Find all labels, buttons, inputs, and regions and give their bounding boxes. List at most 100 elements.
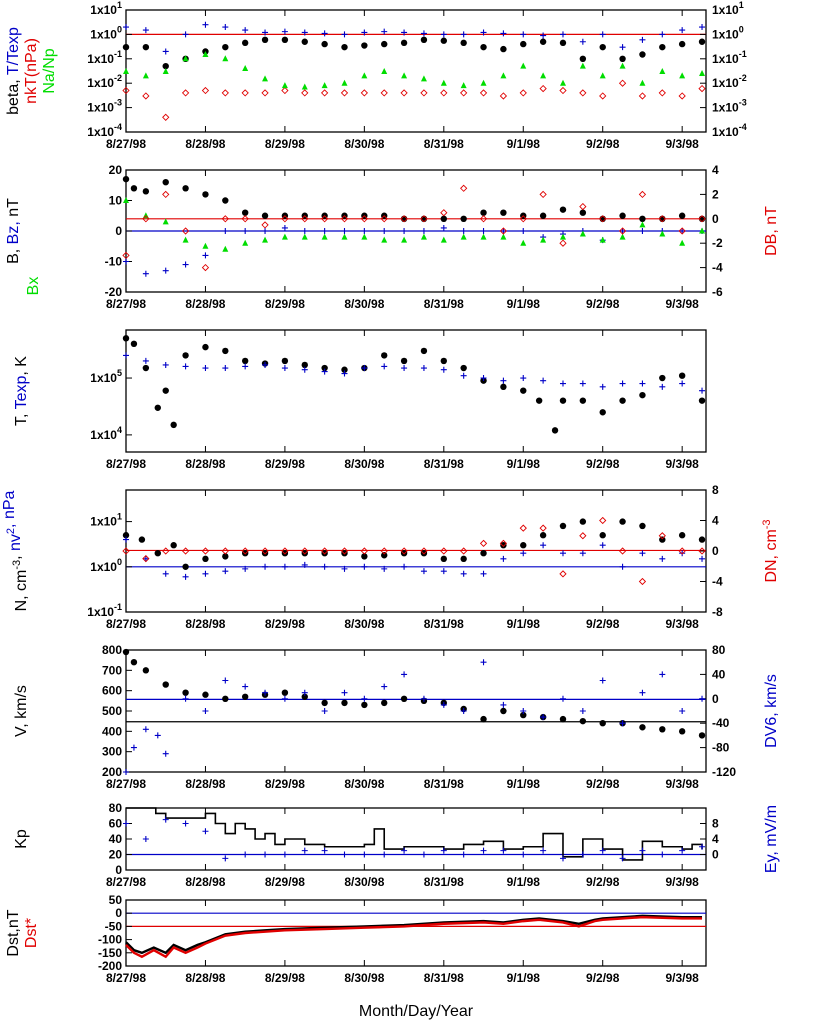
data-point bbox=[579, 717, 587, 725]
data-point bbox=[301, 549, 308, 557]
y-tick-label: 20 bbox=[109, 163, 123, 177]
data-point bbox=[162, 547, 170, 555]
y-tick-label: 1x100 bbox=[90, 557, 122, 574]
data-point bbox=[162, 190, 170, 199]
x-tick-label: 8/31/98 bbox=[424, 777, 464, 791]
data-point bbox=[440, 236, 447, 243]
data-point bbox=[659, 374, 666, 382]
y-tick-label-right: -8 bbox=[712, 605, 723, 619]
y-axis-label-3: Bx bbox=[25, 277, 42, 296]
data-point bbox=[599, 847, 606, 854]
data-point bbox=[539, 532, 547, 539]
y-tick-label-right: -120 bbox=[712, 765, 736, 779]
y-tick-label: -50 bbox=[105, 919, 123, 933]
data-point bbox=[619, 228, 626, 234]
data-point bbox=[679, 27, 686, 34]
data-point bbox=[281, 549, 289, 557]
data-point bbox=[639, 724, 646, 731]
x-tick-label: 8/28/98 bbox=[185, 137, 225, 151]
x-tick-label: 8/27/98 bbox=[106, 137, 146, 151]
series-red bbox=[122, 516, 706, 586]
data-point bbox=[261, 547, 269, 555]
data-point bbox=[400, 39, 408, 47]
x-tick-label: 8/30/98 bbox=[344, 457, 384, 471]
data-point bbox=[420, 215, 428, 223]
data-point bbox=[301, 547, 309, 555]
data-point bbox=[659, 726, 666, 733]
data-point bbox=[460, 570, 467, 577]
data-point bbox=[619, 518, 626, 525]
data-point bbox=[138, 536, 146, 543]
data-point bbox=[242, 65, 249, 72]
x-tick-label: 8/29/98 bbox=[265, 297, 305, 311]
data-point bbox=[540, 847, 547, 854]
x-tick-label: 8/30/98 bbox=[344, 297, 384, 311]
data-point bbox=[361, 29, 368, 36]
data-point bbox=[361, 695, 368, 702]
data-point bbox=[699, 227, 706, 234]
data-point bbox=[639, 79, 646, 86]
y-tick-label: 500 bbox=[102, 704, 122, 718]
data-point bbox=[535, 397, 543, 404]
data-point bbox=[520, 228, 527, 234]
data-point bbox=[658, 89, 666, 97]
y-tick-label: 1x10-3 bbox=[87, 98, 122, 115]
data-point bbox=[381, 683, 388, 690]
data-point bbox=[480, 549, 487, 557]
y-axis-label: Dst,nT bbox=[5, 909, 22, 956]
data-point bbox=[202, 21, 209, 28]
data-point bbox=[321, 30, 328, 37]
data-point bbox=[659, 31, 666, 38]
data-point bbox=[202, 365, 209, 372]
data-point bbox=[480, 79, 487, 86]
y-tick-label: 1x10-1 bbox=[87, 602, 122, 619]
series-black bbox=[122, 335, 706, 434]
data-point bbox=[162, 267, 169, 274]
series-green bbox=[123, 197, 706, 252]
data-point bbox=[361, 365, 368, 372]
y-tick-label-right: -4 bbox=[712, 575, 723, 589]
series-black bbox=[122, 518, 706, 570]
data-point bbox=[381, 228, 388, 234]
data-point bbox=[540, 714, 547, 721]
data-point bbox=[242, 565, 249, 572]
data-point bbox=[460, 215, 467, 222]
data-point bbox=[281, 695, 288, 702]
data-point bbox=[440, 79, 447, 86]
data-point bbox=[321, 847, 328, 854]
data-point bbox=[559, 715, 567, 723]
x-tick-label: 8/30/98 bbox=[344, 875, 384, 889]
data-point bbox=[361, 553, 368, 560]
data-point bbox=[340, 89, 349, 97]
series-blue bbox=[123, 816, 706, 862]
x-tick-label: 8/30/98 bbox=[344, 971, 384, 985]
x-tick-label: 8/29/98 bbox=[265, 971, 305, 985]
data-point bbox=[241, 549, 249, 557]
data-point bbox=[520, 851, 527, 858]
data-point bbox=[201, 547, 210, 555]
y-tick-label-right: 8 bbox=[712, 483, 719, 497]
data-point bbox=[123, 536, 129, 543]
y-tick-label-right: 0 bbox=[712, 544, 719, 558]
data-point bbox=[559, 233, 566, 240]
data-point bbox=[201, 263, 210, 272]
data-point bbox=[122, 251, 130, 260]
data-point bbox=[639, 550, 646, 557]
data-point bbox=[341, 79, 348, 86]
y-tick-label-right: 1x10-1 bbox=[712, 49, 747, 66]
y-tick-label: 700 bbox=[102, 663, 122, 677]
x-tick-label: 9/2/98 bbox=[586, 297, 620, 311]
data-point bbox=[420, 75, 427, 82]
data-point bbox=[321, 228, 328, 234]
data-point bbox=[519, 215, 527, 223]
data-point bbox=[360, 215, 368, 223]
data-point bbox=[659, 555, 666, 562]
data-point bbox=[400, 549, 408, 557]
data-point bbox=[182, 352, 189, 359]
y-tick-label: 800 bbox=[102, 643, 122, 657]
x-tick-label: 8/31/98 bbox=[424, 137, 464, 151]
series-blue bbox=[123, 659, 706, 775]
data-point bbox=[679, 550, 686, 557]
data-point bbox=[678, 40, 686, 48]
data-point bbox=[222, 197, 229, 204]
